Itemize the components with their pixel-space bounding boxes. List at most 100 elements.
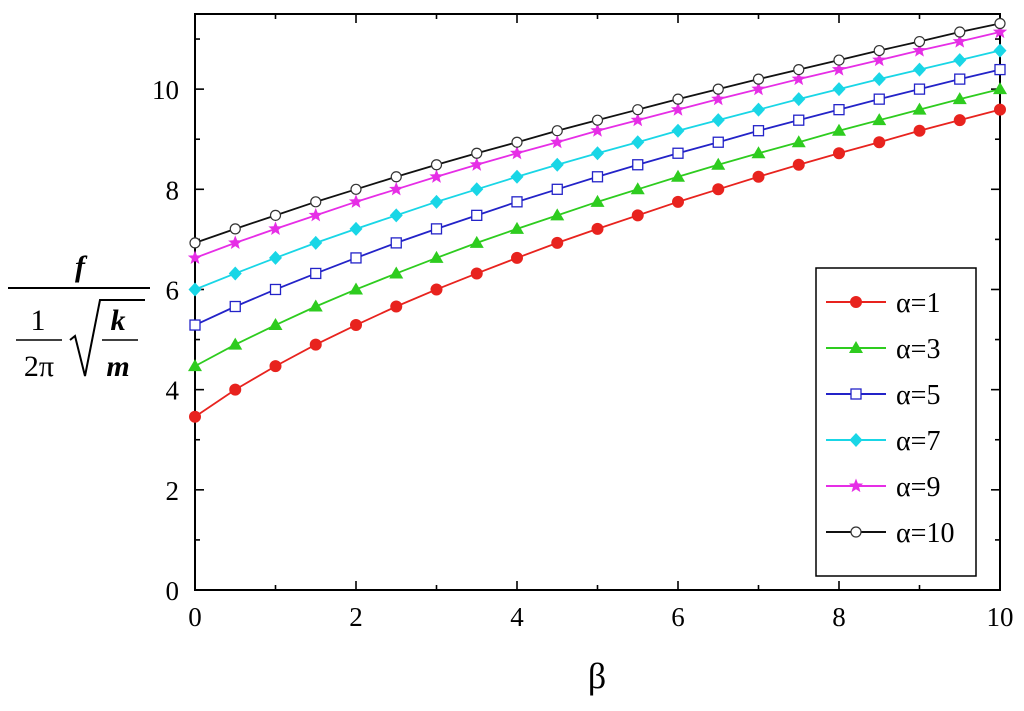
data-point (551, 125, 563, 137)
y-tick-label: 0 (166, 576, 180, 606)
data-point (913, 83, 926, 95)
data-point (430, 283, 443, 296)
data-point (310, 196, 322, 208)
legend-marker (850, 526, 862, 538)
data-point (389, 266, 404, 279)
data-point (350, 183, 362, 195)
data-point (872, 52, 887, 67)
data-point (310, 267, 322, 280)
legend-label: α=5 (896, 380, 940, 411)
data-point (308, 207, 323, 222)
x-tick-label: 8 (832, 602, 846, 632)
data-point (952, 92, 967, 105)
data-point (470, 182, 484, 197)
data-point (631, 135, 645, 150)
data-point (793, 63, 805, 76)
data-point (551, 236, 564, 249)
data-point (671, 169, 685, 182)
data-point (912, 43, 927, 57)
data-point (913, 62, 926, 77)
data-point (712, 136, 724, 148)
data-point (511, 251, 523, 264)
axes: 0 2 4 6 8 10 0 2 4 6 8 10 (152, 13, 1014, 632)
data-point (551, 183, 563, 195)
data-point (873, 136, 886, 149)
y-tick-label: 6 (166, 275, 180, 305)
data-point (188, 359, 202, 372)
data-point (269, 283, 282, 296)
data-point (913, 124, 926, 137)
data-point (229, 223, 241, 235)
data-point (711, 113, 725, 128)
data-point (953, 53, 967, 68)
data-point (833, 104, 845, 116)
series-α=1 (189, 103, 1006, 423)
data-point (872, 72, 886, 87)
data-point (228, 235, 243, 249)
y-tick-label: 4 (166, 376, 180, 406)
data-point (511, 196, 523, 208)
data-point (792, 92, 806, 107)
data-point (228, 266, 242, 281)
data-point (791, 71, 806, 86)
data-point (992, 24, 1008, 39)
data-point (712, 83, 724, 95)
legend-marker (849, 341, 863, 353)
data-point (833, 54, 845, 66)
legend-label: α=10 (896, 518, 954, 549)
data-point (469, 235, 484, 248)
legend-label: α=7 (896, 426, 940, 457)
y-label-sqrt-denominator: m (106, 350, 129, 383)
data-point (229, 300, 241, 313)
data-point (952, 34, 967, 48)
data-point (471, 147, 483, 159)
legend-label: α=9 (896, 472, 940, 503)
data-point (672, 93, 684, 105)
data-point (994, 103, 1006, 116)
data-point (429, 250, 444, 263)
data-point (309, 235, 323, 250)
data-point (471, 209, 483, 221)
data-point (189, 319, 201, 331)
data-point (791, 135, 806, 148)
data-point (752, 125, 765, 137)
data-point (390, 300, 403, 313)
data-point (349, 282, 363, 295)
legend-label: α=1 (896, 288, 940, 319)
data-point (187, 250, 203, 264)
data-point (752, 170, 765, 183)
series-α=5 (189, 63, 1006, 331)
data-point (510, 221, 524, 234)
data-point (509, 145, 525, 160)
data-point (752, 102, 765, 117)
data-point (189, 410, 201, 423)
y-label-sqrt-numerator: k (111, 304, 126, 337)
data-point (751, 81, 766, 96)
data-point (670, 102, 686, 116)
data-point (591, 146, 604, 161)
data-point (833, 147, 845, 160)
x-tick-label: 10 (987, 602, 1014, 632)
legend-box (815, 267, 977, 577)
data-point (470, 267, 483, 280)
y-label-numerator: f (75, 250, 88, 283)
legend-marker (850, 296, 862, 308)
data-point (872, 113, 887, 126)
data-point (831, 62, 847, 76)
data-point (389, 208, 403, 223)
data-point (350, 319, 362, 332)
data-point (912, 102, 927, 115)
series-group (187, 17, 1008, 423)
data-point (913, 35, 926, 48)
legend-marker (848, 478, 864, 493)
data-point (430, 223, 443, 235)
data-point (550, 157, 564, 172)
y-tick-label: 2 (166, 476, 180, 506)
data-point (348, 194, 364, 208)
data-point (672, 195, 684, 208)
legend: α=1 α=3 α=5 α=7 α=9 α=10 (815, 267, 977, 577)
data-point (390, 171, 402, 183)
series-line (194, 49, 1001, 291)
data-point (189, 237, 201, 249)
